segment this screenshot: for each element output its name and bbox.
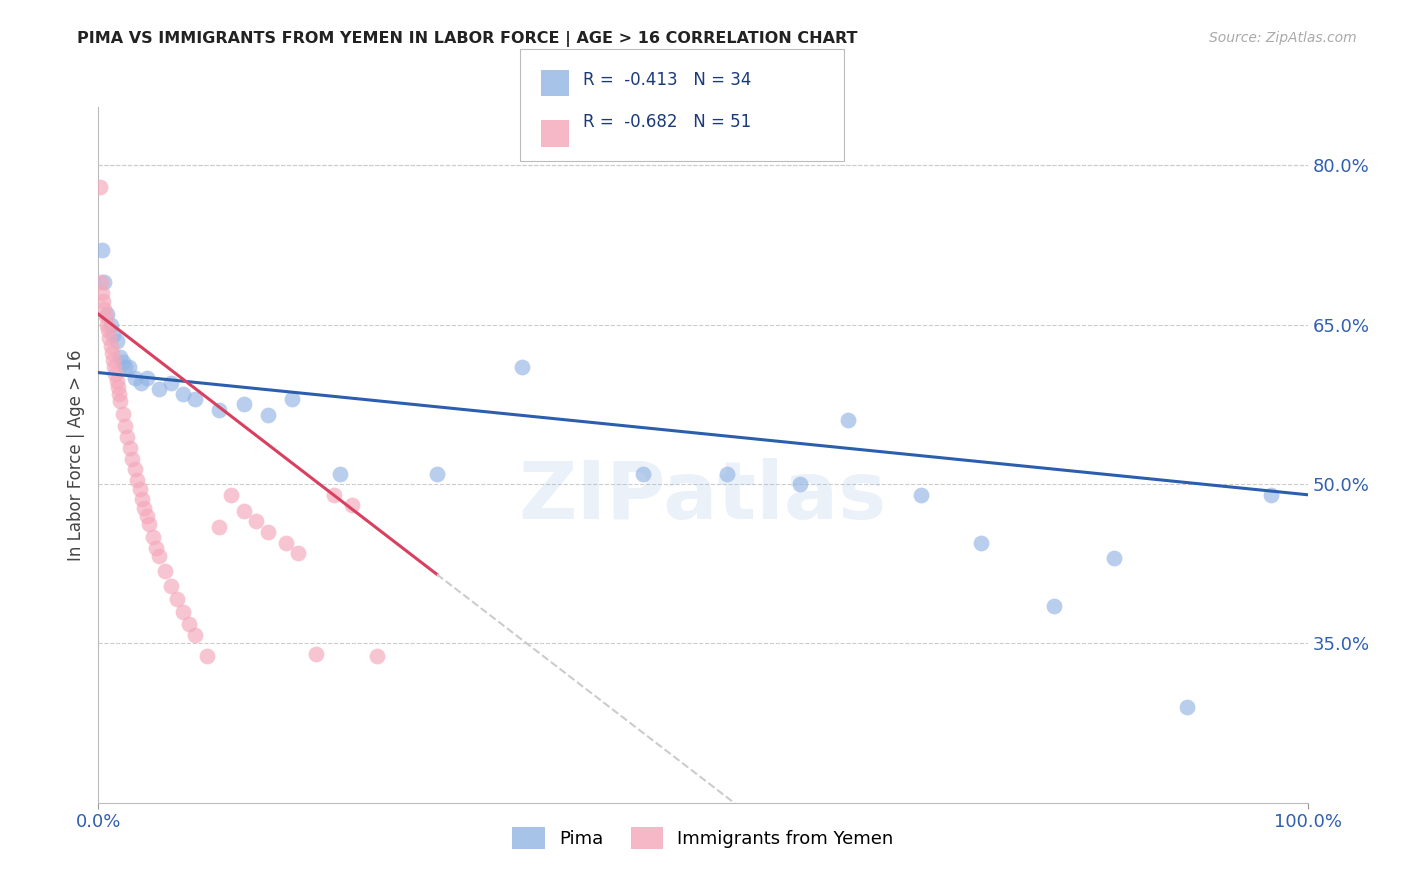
Point [256,524,278,539]
Point [160,579,183,593]
Point [107,380,129,394]
Point [118,360,141,375]
Point [124,462,146,476]
Point [184,392,207,406]
Point [91,244,114,258]
Point [426,467,449,481]
Point [142,530,165,544]
Point [1260,488,1282,502]
Point [118,441,141,455]
Point [148,549,170,564]
Point [100,339,122,353]
Point [91,294,114,309]
Point [121,451,143,466]
Point [103,360,125,375]
Point [96,307,118,321]
Point [232,397,254,411]
Point [1042,599,1064,614]
Point [101,352,124,367]
Point [108,350,131,364]
Point [789,477,811,491]
Point [166,591,188,606]
Point [111,407,134,421]
Text: R =  -0.682   N = 51: R = -0.682 N = 51 [583,113,752,131]
Point [135,371,157,385]
Point [148,382,170,396]
Text: R =  -0.413   N = 34: R = -0.413 N = 34 [583,71,752,89]
Point [127,473,149,487]
Point [105,374,128,388]
Point [232,504,254,518]
Point [135,508,157,523]
Point [160,376,183,391]
Point [179,617,201,632]
Point [104,367,127,381]
Point [208,519,231,533]
Point [108,394,131,409]
Point [1102,551,1125,566]
Point [274,535,297,549]
Point [631,467,654,481]
Point [510,360,533,375]
Point [93,275,115,289]
Legend: Pima, Immigrants from Yemen: Pima, Immigrants from Yemen [505,820,901,856]
Point [1175,700,1198,714]
Point [94,310,117,324]
Point [128,483,150,497]
Point [111,355,134,369]
Point [323,488,346,502]
Text: ZIPatlas: ZIPatlas [519,458,887,536]
Point [970,535,993,549]
Point [101,328,124,343]
Point [221,488,243,502]
Point [131,491,153,506]
Point [108,387,131,401]
Point [281,392,304,406]
Point [172,387,194,401]
Point [90,275,112,289]
Point [129,376,152,391]
Point [910,488,932,502]
Point [305,647,328,661]
Point [98,330,121,344]
Point [342,499,364,513]
Point [91,285,114,300]
Text: PIMA VS IMMIGRANTS FROM YEMEN IN LABOR FORCE | AGE > 16 CORRELATION CHART: PIMA VS IMMIGRANTS FROM YEMEN IN LABOR F… [77,31,858,47]
Point [208,402,231,417]
Point [114,418,136,433]
Point [138,517,160,532]
Point [100,318,122,332]
Point [329,467,352,481]
Point [124,371,146,385]
Point [93,301,115,316]
Point [184,628,207,642]
Point [100,346,122,360]
Point [716,467,738,481]
Y-axis label: In Labor Force | Age > 16: In Labor Force | Age > 16 [66,349,84,561]
Text: Source: ZipAtlas.com: Source: ZipAtlas.com [1209,31,1357,45]
Point [837,413,859,427]
Point [366,649,388,664]
Point [287,546,309,560]
Point [96,318,118,332]
Point [195,649,218,664]
Point [134,500,156,515]
Point [114,360,136,375]
Point [89,179,111,194]
Point [256,408,278,422]
Point [117,430,139,444]
Point [97,323,120,337]
Point [245,514,267,528]
Point [105,334,128,348]
Point [153,564,176,578]
Point [172,605,194,619]
Point [145,541,167,555]
